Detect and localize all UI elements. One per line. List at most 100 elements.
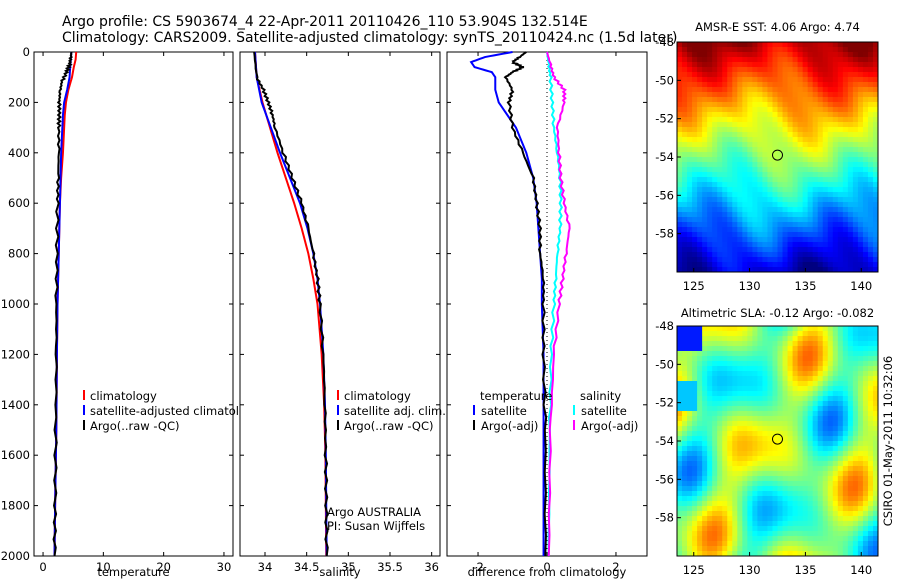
map-cell (802, 346, 809, 352)
map-cell (687, 67, 693, 73)
map-cell (762, 351, 768, 357)
map-cell (712, 52, 718, 58)
map-cell (692, 87, 698, 93)
map-cell (812, 531, 819, 537)
map-cell (817, 341, 824, 347)
map-cell (787, 142, 794, 148)
map-cell (792, 326, 799, 332)
map-cell (812, 461, 819, 467)
map-cell (737, 152, 743, 158)
map-cell (747, 501, 753, 507)
map-cell (762, 182, 768, 188)
map-cell (757, 371, 763, 377)
map-cell (807, 97, 814, 103)
x-tick-label-sal: 35.5 (377, 560, 403, 574)
map-cell (827, 107, 834, 113)
map-cell (827, 112, 834, 118)
map-cell (707, 481, 713, 487)
map-cell (707, 356, 713, 362)
map-cell (792, 107, 799, 113)
figure-title-line1: Argo profile: CS 5903674_4 22-Apr-2011 2… (62, 14, 588, 30)
map-cell (852, 326, 859, 332)
map-cell (812, 471, 819, 477)
map-cell (707, 546, 713, 552)
map-cell (872, 177, 879, 183)
map-cell (707, 92, 713, 98)
map-cell (802, 431, 809, 437)
map-cell (777, 326, 784, 332)
map-cell (787, 456, 794, 462)
map-cell (712, 142, 718, 148)
map-cell (777, 396, 784, 402)
map-cell (712, 82, 718, 88)
map-cell (682, 207, 688, 213)
map-cell (837, 72, 844, 78)
map-cell (717, 386, 723, 392)
map-cell (822, 536, 829, 542)
map-cell (857, 97, 864, 103)
map-cell (827, 551, 834, 557)
map-cell (752, 366, 758, 372)
map-cell (807, 361, 814, 367)
map-cell (742, 157, 748, 163)
map-cell (862, 47, 869, 53)
map-cell (747, 356, 753, 362)
map-cell (787, 356, 794, 362)
map-cell (737, 212, 743, 218)
map-cell (852, 356, 859, 362)
map-cell (762, 396, 768, 402)
map-cell (732, 167, 738, 173)
map-cell (842, 242, 849, 248)
map-cell (747, 217, 753, 223)
map-cell (827, 137, 834, 143)
map-cell (817, 242, 824, 248)
map-cell (827, 102, 834, 108)
map-cell (812, 177, 819, 183)
map-cell (752, 72, 758, 78)
map-cell (702, 202, 708, 208)
map-cell (772, 466, 779, 472)
map-cell (867, 267, 874, 273)
map-cell (852, 366, 859, 372)
map-cell (812, 57, 819, 63)
map-cell (677, 496, 683, 502)
map-cell (822, 177, 829, 183)
map-cell (712, 416, 718, 422)
map-cell (697, 451, 703, 457)
map-cell (747, 262, 753, 268)
map-cell (692, 451, 698, 457)
map-cell (782, 157, 789, 163)
map-cell (737, 182, 743, 188)
map-cell (807, 501, 814, 507)
map-cell (677, 217, 683, 223)
map-cell (772, 212, 779, 218)
map-cell (822, 107, 829, 113)
map-cell (787, 376, 794, 382)
map-cell (777, 361, 784, 367)
map-cell (762, 416, 768, 422)
map-cell (722, 152, 728, 158)
map-cell (862, 137, 869, 143)
map-cell (872, 386, 879, 392)
map-cell (872, 476, 879, 482)
map-cell (732, 486, 738, 492)
map-cell (807, 436, 814, 442)
map-cell (832, 62, 839, 68)
map-cell (867, 202, 874, 208)
map-cell (722, 47, 728, 53)
map-cell (782, 356, 789, 362)
map-cell (832, 127, 839, 133)
map-cell (807, 331, 814, 337)
map-cell (737, 401, 743, 407)
map-cell (812, 62, 819, 68)
map-cell (807, 132, 814, 138)
map-cell (807, 466, 814, 472)
map-cell (862, 57, 869, 63)
map-cell (787, 72, 794, 78)
map-cell (857, 461, 864, 467)
map-cell (752, 496, 758, 502)
map-cell (852, 102, 859, 108)
map-cell (702, 346, 708, 352)
map-cell (797, 137, 804, 143)
map-cell (732, 451, 738, 457)
